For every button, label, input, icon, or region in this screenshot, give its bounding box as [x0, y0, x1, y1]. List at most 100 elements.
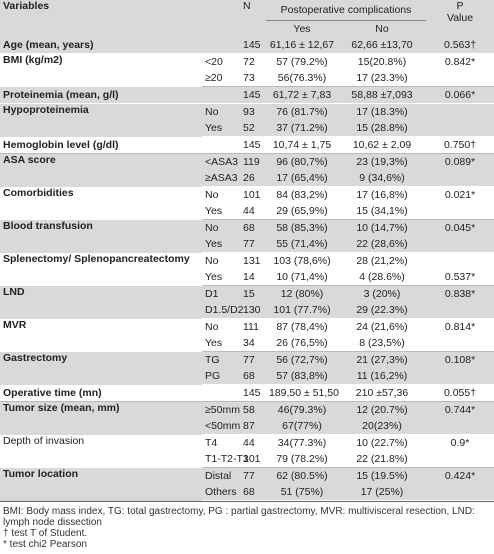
- yes-value: 103 (78,6%): [273, 255, 331, 267]
- yes-value: 96 (80,7%): [266, 153, 338, 170]
- empty-cell: [426, 170, 494, 187]
- n-value: 145: [240, 136, 266, 154]
- table-row: ≥20 73 56(76.3%) 17 (23.3%): [0, 70, 494, 87]
- subgroup: No: [205, 189, 219, 201]
- p-value: 0.045*: [426, 219, 494, 236]
- subgroup: Others: [202, 484, 240, 501]
- yes-value: 10,74 ± 1,75: [266, 136, 338, 154]
- results-table: Variables N Postoperative complications …: [0, 0, 494, 501]
- p-value: 0.424*: [426, 467, 494, 484]
- yes-value: 61,16 ± 12,67: [266, 37, 338, 54]
- n-value: 93: [240, 103, 266, 120]
- n-value: 26: [240, 170, 266, 187]
- table-row: Yes 44 29 (65,9%) 15 (34,1%): [0, 203, 494, 220]
- variable-label: Hypoproteinemia: [0, 103, 202, 137]
- no-value: 28 (21,2%): [356, 255, 408, 267]
- table-row: Blood transfusion No 68 58 (85,3%) 10 (14,7%…: [0, 219, 494, 253]
- no-value: 17 (18.3%): [338, 103, 427, 120]
- yes-value: 87 (78,4%): [276, 321, 328, 333]
- subgroup: No: [205, 255, 219, 267]
- n-value: 101: [240, 451, 266, 468]
- n-value: 111: [243, 321, 259, 333]
- subgroup: PG: [202, 368, 240, 385]
- empty-cell: [202, 37, 240, 54]
- empty-cell: [426, 253, 494, 270]
- variable-label: Operative time (mn): [0, 384, 202, 402]
- yes-value: 84 (83,2%): [276, 189, 328, 201]
- n-value: 44: [240, 203, 266, 220]
- table-row: Operative time (mn) 145 189,50 ± 51,50 210 …: [0, 384, 494, 402]
- variable-label: Tumor size (mean, mm): [0, 401, 202, 435]
- n-value: 14: [240, 269, 266, 286]
- table-row: Proteinemia (mean, g/l) 145 61,72 ± 7,83 58…: [0, 86, 494, 104]
- subgroup: T1-T2-T3: [202, 451, 249, 468]
- yes-value: 62 (80.5%): [266, 467, 338, 484]
- n-value: 15: [240, 285, 266, 302]
- yes-value: 61,72 ± 7,83: [266, 86, 338, 104]
- variable-label: Tumor location: [0, 467, 202, 501]
- yes-value: 56(76.3%): [266, 70, 338, 87]
- no-value: 15(20.8%): [357, 56, 407, 68]
- empty-cell: [202, 86, 240, 104]
- n-value: 87: [240, 418, 266, 435]
- no-value: 15 (34,1%): [338, 203, 427, 220]
- table-row: <50mm 87 67(77%) 20(23%): [0, 418, 494, 435]
- yes-value: 26 (76,5%): [266, 335, 338, 352]
- empty-cell: [426, 70, 494, 87]
- no-value: 3 (20%): [338, 285, 427, 302]
- p-value: 0.066*: [426, 86, 494, 104]
- table-row: Age (mean, years) 145 61,16 ± 12,67 62,66 ±…: [0, 37, 494, 54]
- no-value: 15 (19.5%): [338, 467, 427, 484]
- n-value: 77: [240, 467, 266, 484]
- variable-label: BMI (kg/m2): [3, 54, 63, 66]
- variable-label: Depth of invasion: [3, 434, 85, 447]
- no-value: 15 (28.8%): [338, 120, 427, 137]
- no-value: 29 (22.3%): [338, 302, 427, 319]
- n-value: 119: [240, 153, 266, 170]
- subgroup: Yes: [202, 335, 240, 352]
- table-row: Tumor location Distal 77 62 (80.5%) 15 (19.5…: [0, 467, 494, 501]
- empty-cell: [426, 451, 494, 468]
- subgroup: No: [202, 219, 240, 236]
- no-value: 8 (23,5%): [338, 335, 427, 352]
- p-value: 0.537*: [426, 269, 494, 286]
- table-row: D1.5/D2 130 101 (77.7%) 29 (22.3%): [0, 302, 494, 319]
- no-value: 10,62 ± 2,09: [338, 136, 427, 154]
- table-row: BMI (kg/m2) <20 72 57 (79.2%) 15(20.8%) 0.842…: [0, 54, 494, 71]
- subgroup: T4: [205, 437, 218, 449]
- no-value: 20(23%): [338, 418, 427, 435]
- n-value: 145: [240, 37, 266, 54]
- subgroup: <ASA3: [202, 153, 240, 170]
- p-value: 0.9*: [450, 437, 470, 449]
- empty-cell: [426, 236, 494, 253]
- table-row: Hemoglobin level (g/dl) 145 10,74 ± 1,75 10…: [0, 136, 494, 154]
- no-value: 21 (27,3%): [338, 351, 427, 368]
- n-value: 77: [240, 236, 266, 253]
- no-value: 10 (14,7%): [338, 219, 427, 236]
- yes-value: 57 (79.2%): [276, 56, 328, 68]
- p-value: 0.021*: [444, 189, 476, 201]
- yes-value: 58 (85,3%): [266, 219, 338, 236]
- footnotes: BMI: Body mass index, TG: total gastrect…: [0, 501, 494, 550]
- subgroup: Distal: [202, 467, 240, 484]
- yes-value: 10 (71,4%): [266, 269, 338, 286]
- header-yes: Yes: [266, 20, 338, 37]
- yes-value: 34(77.3%): [277, 437, 327, 449]
- n-value: 72: [243, 56, 255, 68]
- p-value: 0.055†: [426, 384, 494, 402]
- no-value: 17 (16,8%): [356, 189, 408, 201]
- no-value: 22 (21.8%): [338, 451, 427, 468]
- p-value: 0.089*: [426, 153, 494, 170]
- table-row: Comorbidities No 101 84 (83,2%) 17 (16,8%) 0.…: [0, 187, 494, 204]
- variable-label: Proteinemia (mean, g/l): [0, 86, 202, 104]
- no-value: 23 (19,3%): [338, 153, 427, 170]
- header-spacer: [202, 0, 240, 21]
- empty-cell: [426, 203, 494, 220]
- empty-cell: [202, 384, 240, 402]
- variable-label: Comorbidities: [3, 186, 74, 199]
- table-row: MVR No 111 87 (78,4%) 24 (21,6%) 0.814*: [0, 319, 494, 336]
- table-row: T1-T2-T3 101 79 (78.2%) 22 (21.8%): [0, 451, 494, 468]
- no-value: 17 (23.3%): [338, 70, 427, 87]
- table-row: ≥ASA3 26 17 (65,4%) 9 (34,6%): [0, 170, 494, 187]
- empty-cell: [426, 120, 494, 137]
